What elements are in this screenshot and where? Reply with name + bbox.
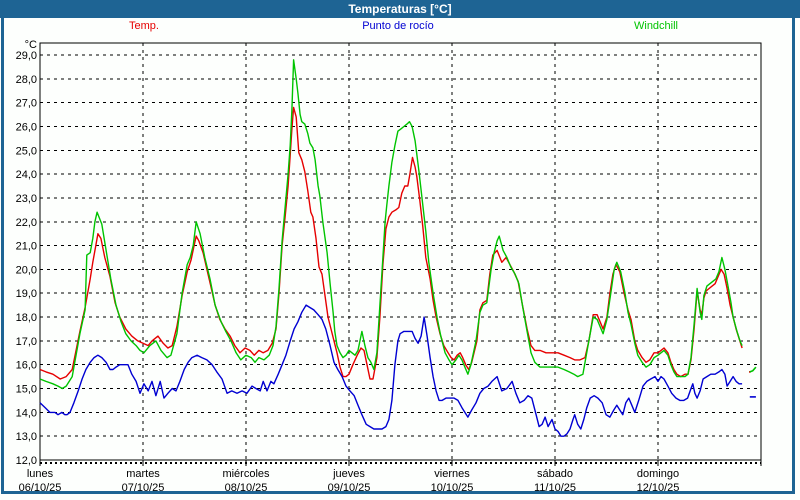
x-axis-day-name: viernes <box>434 468 470 480</box>
x-axis-day-name: martes <box>126 468 160 480</box>
y-axis-tick-label: 13,0 <box>16 431 37 443</box>
y-axis-tick-label: 17,0 <box>16 336 37 348</box>
y-axis-tick-label: 15,0 <box>16 384 37 396</box>
x-axis-day-name: jueves <box>332 468 365 480</box>
y-axis-tick-label: 16,0 <box>16 360 37 372</box>
y-axis-tick-label: 22,0 <box>16 217 37 229</box>
y-axis-tick-label: 29,0 <box>16 50 37 62</box>
y-axis-tick-label: 18,0 <box>16 312 37 324</box>
y-axis-tick-label: 24,0 <box>16 169 37 181</box>
app-window: Temperaturas [°C] Temp. Punto de rocío W… <box>0 0 800 500</box>
y-axis-tick-label: 25,0 <box>16 145 37 157</box>
x-axis-day-date: 12/10/25 <box>637 482 680 494</box>
temperature-line-chart: 12,0 13,0 14,0 15,0 16,0 17,0 18,0 19,0 20,0 21,0… <box>0 0 800 500</box>
x-axis-day-name: sábado <box>537 468 573 480</box>
y-axis-tick-label: 27,0 <box>16 98 37 110</box>
x-axis-day-date: 07/10/25 <box>122 482 165 494</box>
y-axis-tick-label: 14,0 <box>16 407 37 419</box>
y-axis-unit-label: °C <box>25 39 37 51</box>
x-axis-day-name: miércoles <box>222 468 270 480</box>
y-axis-tick-label: 12,0 <box>16 455 37 467</box>
x-axis-day-date: 08/10/25 <box>225 482 268 494</box>
x-axis-day-name: domingo <box>637 468 679 480</box>
y-axis-tick-label: 20,0 <box>16 264 37 276</box>
x-axis-day-date: 10/10/25 <box>431 482 474 494</box>
x-axis-day-date: 06/10/25 <box>19 482 62 494</box>
y-axis-tick-label: 26,0 <box>16 121 37 133</box>
x-axis-day-date: 11/10/25 <box>534 482 576 494</box>
x-axis-day-date: 09/10/25 <box>328 482 371 494</box>
y-axis-tick-label: 28,0 <box>16 74 37 86</box>
y-axis-tick-label: 23,0 <box>16 193 37 205</box>
x-axis-day-name: lunes <box>27 468 54 480</box>
y-axis-tick-label: 21,0 <box>16 241 37 253</box>
y-axis-tick-label: 19,0 <box>16 288 37 300</box>
plot-area <box>40 43 761 460</box>
